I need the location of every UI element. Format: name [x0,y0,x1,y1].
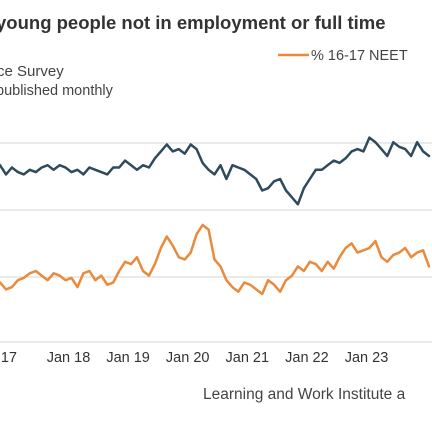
x-tick-label: Jan 22 [285,350,329,366]
chart-subtitle-line-2: published monthly [0,83,114,99]
chart-title: young people not in employment or full t… [0,12,386,33]
x-tick-label: 17 [1,350,17,366]
x-tick-label: Jan 23 [345,350,389,366]
x-tick-label: Jan 21 [226,350,270,366]
x-tick-label: Jan 19 [106,350,150,366]
series-lines [0,136,431,296]
series-line-16-17-neet [0,223,431,296]
x-axis-tick-labels: 17 Jan 18 Jan 19 Jan 20 Jan 21 Jan 22 Jan 23 [1,350,388,366]
chart-subtitle-line-1: rce Survey [0,63,64,80]
x-tick-label: Jan 18 [47,350,91,366]
series-line-dark [0,136,431,206]
x-tick-label: Jan 20 [166,350,210,366]
legend-label-16-17-neet: % 16-17 NEET [311,48,408,64]
chart-source: Learning and Work Institute a [203,386,406,403]
